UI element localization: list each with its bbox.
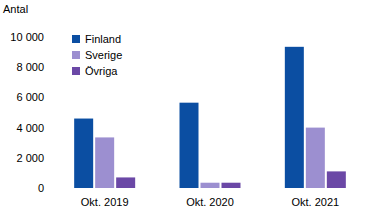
bar	[201, 183, 220, 188]
bar	[74, 119, 93, 188]
y-tick	[48, 37, 52, 38]
bar	[222, 183, 241, 188]
y-tick	[48, 127, 52, 128]
y-tick-label: 6 000	[16, 91, 44, 103]
bar	[327, 171, 346, 188]
y-tick	[48, 188, 52, 189]
y-tick	[48, 67, 52, 68]
legend-swatch	[72, 35, 80, 43]
x-tick-label: Okt. 2020	[186, 196, 234, 208]
bar	[285, 47, 304, 188]
y-axis-label: Antal	[3, 3, 28, 15]
y-tick	[48, 97, 52, 98]
bar	[180, 103, 199, 188]
y-tick	[48, 157, 52, 158]
bar	[116, 177, 135, 188]
y-tick-label: 10 000	[10, 31, 44, 43]
y-tick-label: 4 000	[16, 122, 44, 134]
x-tick-label: Okt. 2019	[81, 196, 129, 208]
bars	[74, 47, 346, 188]
y-tick-label: 0	[38, 182, 44, 194]
legend-label: Finland	[85, 33, 121, 45]
x-tick-label: Okt. 2021	[291, 196, 339, 208]
legend-label: Sverige	[85, 49, 122, 61]
y-tick-label: 8 000	[16, 61, 44, 73]
bar	[306, 128, 325, 188]
legend-swatch	[72, 67, 80, 75]
y-tick-label: 2 000	[16, 152, 44, 164]
legend-label: Övriga	[85, 65, 118, 77]
chart: Antal 0 2 000 4 000 6 000 8 000 10 000 Okt. 201…	[0, 0, 379, 220]
legend-swatch	[72, 51, 80, 59]
bar	[95, 137, 114, 188]
